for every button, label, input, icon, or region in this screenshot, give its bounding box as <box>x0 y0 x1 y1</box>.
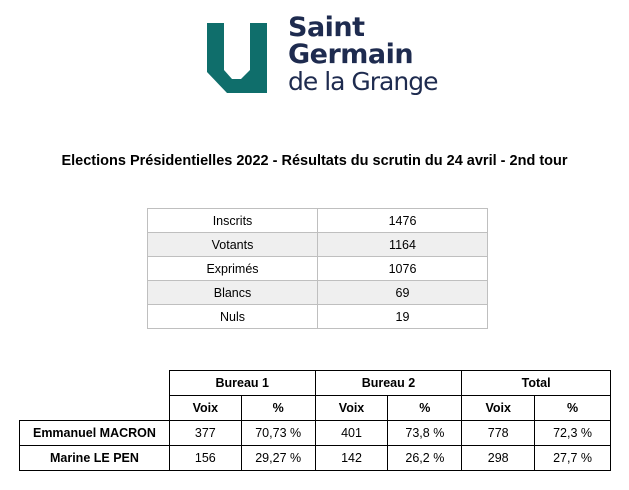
result-cell: 27,7 % <box>534 445 611 471</box>
summary-value: 1164 <box>317 232 488 257</box>
result-cell: 29,27 % <box>240 445 316 471</box>
sub-header-row: Voix % Voix % Voix % <box>20 395 611 421</box>
result-cell: 156 <box>168 445 242 471</box>
sub-header: Voix <box>168 395 242 421</box>
result-cell: 73,8 % <box>387 420 463 446</box>
results-table: Bureau 1 Bureau 2 Total Voix % Voix % Vo… <box>19 370 611 471</box>
logo: Saint Germain de la Grange <box>204 14 444 104</box>
table-row: Exprimés 1076 <box>147 256 488 281</box>
group-header: Total <box>461 370 611 396</box>
group-header-row: Bureau 1 Bureau 2 Total <box>20 370 611 396</box>
sub-header: % <box>240 395 316 421</box>
summary-value: 1076 <box>317 256 488 281</box>
table-row: Blancs 69 <box>147 280 488 305</box>
table-row: Nuls 19 <box>147 304 488 329</box>
result-cell: 142 <box>314 445 389 471</box>
page-title: Elections Présidentielles 2022 - Résulta… <box>61 153 568 169</box>
summary-label: Exprimés <box>147 256 318 281</box>
summary-value: 1476 <box>317 208 488 233</box>
logo-line-de-la-grange: de la Grange <box>288 67 438 96</box>
table-row: Votants 1164 <box>147 232 488 257</box>
result-cell: 377 <box>168 420 242 446</box>
group-header: Bureau 1 <box>168 370 316 396</box>
result-cell: 778 <box>461 420 536 446</box>
sub-header: Voix <box>461 395 536 421</box>
table-row: Inscrits 1476 <box>147 208 488 233</box>
logo-line-germain: Germain <box>288 39 414 70</box>
summary-label: Blancs <box>147 280 318 305</box>
summary-label: Inscrits <box>147 208 318 233</box>
result-cell: 72,3 % <box>534 420 611 446</box>
logo-line-saint: Saint <box>288 12 365 43</box>
empty-corner <box>20 371 170 396</box>
summary-table: Inscrits 1476 Votants 1164 Exprimés 1076… <box>147 208 488 329</box>
candidate-name: Marine LE PEN <box>19 445 170 471</box>
shield-icon <box>207 23 267 93</box>
group-header: Bureau 2 <box>314 370 463 396</box>
logo-wordmark: Saint Germain de la Grange <box>288 12 438 96</box>
sub-header: % <box>534 395 611 421</box>
sub-header: Voix <box>314 395 389 421</box>
empty-corner <box>20 396 170 421</box>
summary-label: Nuls <box>147 304 318 329</box>
table-row: Emmanuel MACRON 377 70,73 % 401 73,8 % 7… <box>19 420 611 446</box>
summary-value: 19 <box>317 304 488 329</box>
summary-label: Votants <box>147 232 318 257</box>
summary-value: 69 <box>317 280 488 305</box>
table-row: Marine LE PEN 156 29,27 % 142 26,2 % 298… <box>19 445 611 471</box>
result-cell: 401 <box>314 420 389 446</box>
result-cell: 70,73 % <box>240 420 316 446</box>
result-cell: 298 <box>461 445 536 471</box>
candidate-name: Emmanuel MACRON <box>19 420 170 446</box>
result-cell: 26,2 % <box>387 445 463 471</box>
sub-header: % <box>387 395 463 421</box>
